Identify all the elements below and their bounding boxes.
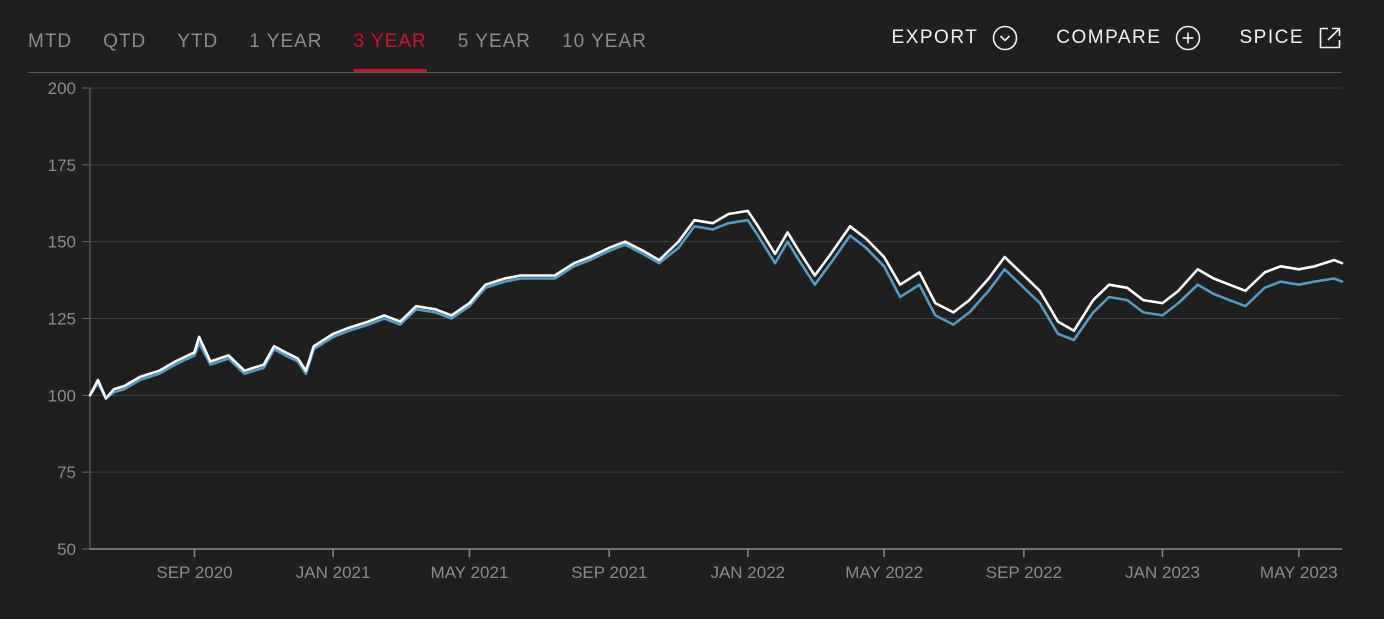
chevron-circle-down-icon	[992, 25, 1018, 51]
series-line	[88, 209, 1344, 400]
compare-label: COMPARE	[1056, 27, 1162, 48]
x-tick-label: JAN 2021	[296, 563, 371, 582]
tab-1-year[interactable]: 1 YEAR	[249, 31, 323, 52]
external-link-icon	[1319, 27, 1341, 49]
series-lines	[88, 209, 1344, 400]
export-button[interactable]: EXPORT	[892, 25, 1019, 51]
x-tick-label: JAN 2022	[710, 563, 785, 582]
series-line	[88, 218, 1344, 400]
y-tick-label: 50	[57, 540, 76, 559]
spice-link[interactable]: SPICE	[1239, 26, 1342, 50]
y-tick-label: 75	[57, 463, 76, 482]
period-tabs: MTD QTD YTD 1 YEAR 3 YEAR 5 YEAR 10 YEAR	[28, 30, 678, 72]
tab-3-year[interactable]: 3 YEAR	[353, 30, 428, 72]
x-tick-label: SEP 2022	[986, 563, 1062, 582]
plus-circle-icon	[1176, 25, 1201, 51]
spice-label: SPICE	[1239, 27, 1304, 48]
chart-actions: EXPORT COMPARE SPICE	[854, 25, 1342, 51]
y-tick-label: 200	[48, 79, 76, 98]
x-tick-label: MAY 2022	[845, 563, 923, 582]
export-label: EXPORT	[891, 27, 979, 48]
y-tick-label: 175	[48, 156, 76, 175]
grid	[90, 87, 1342, 473]
x-tick-label: MAY 2021	[431, 563, 509, 582]
x-tick-label: SEP 2020	[156, 563, 232, 582]
tab-mtd[interactable]: MTD	[28, 31, 73, 52]
compare-button[interactable]: COMPARE	[1056, 25, 1201, 51]
tab-ytd[interactable]: YTD	[177, 31, 219, 52]
x-tick-label: SEP 2021	[571, 563, 647, 582]
tab-10-year[interactable]: 10 YEAR	[562, 31, 647, 52]
y-tick-label: 100	[48, 386, 76, 405]
y-tick-label: 125	[48, 310, 76, 329]
toolbar: MTD QTD YTD 1 YEAR 3 YEAR 5 YEAR 10 YEAR…	[28, 0, 1342, 73]
tab-qtd[interactable]: QTD	[103, 31, 147, 52]
y-tick-label: 150	[48, 233, 76, 252]
tab-5-year[interactable]: 5 YEAR	[457, 31, 532, 52]
axes: 50 75 100 125 150 175 200 SEP 2020 JAN 2021 MAY 2…	[48, 79, 1342, 582]
x-tick-label: MAY 2023	[1260, 563, 1338, 582]
x-tick-label: JAN 2023	[1125, 563, 1200, 582]
